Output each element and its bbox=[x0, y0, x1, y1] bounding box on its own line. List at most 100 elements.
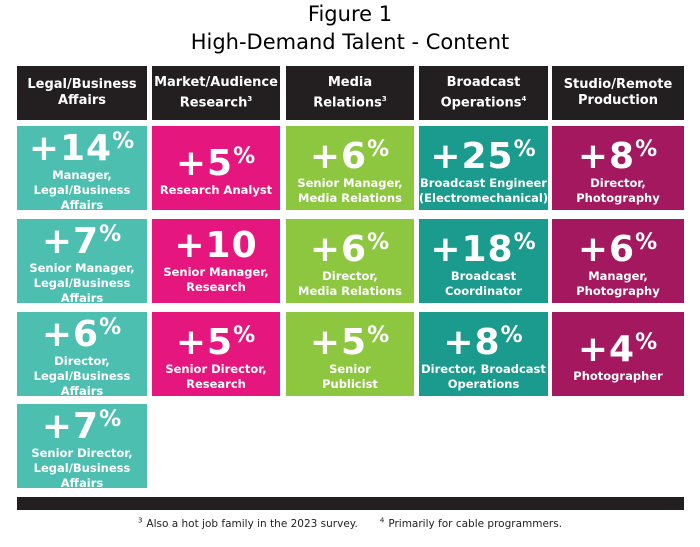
tile: +4% Photographer bbox=[552, 312, 684, 396]
label-line: Director, bbox=[322, 268, 378, 283]
label-line: Media Relations bbox=[298, 283, 402, 298]
tile: +5% Research Analyst bbox=[152, 126, 280, 210]
value-text: +14 bbox=[28, 128, 113, 169]
label-line: Broadcast bbox=[450, 268, 517, 283]
tile-label: Director, Broadcast Operations bbox=[421, 362, 546, 392]
footnote-text: Primarily for cable programmers. bbox=[388, 517, 563, 530]
footnote-text: Also a hot job family in the 2023 survey… bbox=[146, 517, 358, 530]
value-unit: % bbox=[635, 136, 659, 162]
label-line: Senior bbox=[329, 361, 371, 376]
column-header: Broadcast Operations4 bbox=[419, 66, 548, 120]
value-unit: % bbox=[500, 322, 524, 348]
tile-value: +6% bbox=[578, 224, 658, 269]
value-unit: % bbox=[367, 322, 391, 348]
label-line: Senior Director, bbox=[165, 361, 267, 376]
value-text: +6 bbox=[41, 314, 100, 355]
value-unit: % bbox=[513, 229, 537, 255]
label-line: Research bbox=[186, 280, 246, 294]
tile-label: Manager, Photography bbox=[576, 269, 660, 299]
tile-value: +18% bbox=[430, 224, 536, 269]
header-line: Research3 bbox=[180, 91, 252, 111]
tile: +7% Senior Director, Legal/Business Affair… bbox=[17, 401, 147, 491]
tile: +6% Director, Legal/Business Affairs bbox=[17, 309, 147, 399]
tile-value: +6% bbox=[310, 131, 390, 176]
tile-value: +5% bbox=[310, 317, 390, 362]
column-header: Market/Audience Research3 bbox=[152, 66, 280, 120]
value-unit: % bbox=[233, 322, 257, 348]
value-text: +10 bbox=[174, 225, 258, 266]
header-line: Relations3 bbox=[313, 91, 387, 111]
note-marker: 4 bbox=[521, 94, 527, 103]
header-text: Legal/Business bbox=[27, 77, 137, 92]
footnote-marker: 3 bbox=[137, 516, 143, 524]
tile: +8% Director, Photography bbox=[552, 126, 684, 210]
tile-label: Senior Publicist bbox=[322, 362, 378, 392]
tile-label: Broadcast Coordinator bbox=[445, 269, 522, 299]
tile-label: Research Analyst bbox=[160, 183, 272, 198]
tile-label: Photographer bbox=[573, 369, 662, 384]
header-line: Market/Audience bbox=[154, 75, 278, 91]
header-text: Relations bbox=[313, 95, 382, 111]
tile-value: +4% bbox=[578, 324, 658, 369]
note-marker: 3 bbox=[381, 94, 387, 103]
tile: +5% Senior Publicist bbox=[286, 312, 414, 396]
tile-label: Manager, Legal/Business Affairs bbox=[17, 168, 147, 213]
footnote: 3 Also a hot job family in the 2023 surve… bbox=[137, 516, 358, 530]
tile-value: +7% bbox=[42, 401, 122, 446]
tile: +7% Senior Manager, Legal/Business Affairs bbox=[17, 216, 147, 306]
footnote: 4 Primarily for cable programmers. bbox=[380, 516, 563, 530]
label-line: Coordinator bbox=[444, 283, 523, 298]
header-text: Broadcast bbox=[446, 74, 521, 90]
header-text: Affairs bbox=[58, 93, 106, 108]
value-text: +5 bbox=[175, 321, 234, 363]
note-marker: 3 bbox=[247, 94, 253, 103]
header-line: Legal/Business bbox=[27, 77, 136, 93]
label-line: Legal/Business Affairs bbox=[33, 461, 131, 490]
value-text: +25 bbox=[430, 135, 514, 177]
tile: +25% Broadcast Engineer (Electromechanical… bbox=[419, 126, 548, 210]
footnotes: 3 Also a hot job family in the 2023 surve… bbox=[0, 516, 700, 530]
value-unit: % bbox=[233, 144, 257, 169]
tile-label: Senior Director, Legal/Business Affairs bbox=[17, 446, 147, 491]
tile-value: +7% bbox=[42, 216, 122, 261]
label-line: Operations bbox=[447, 376, 520, 391]
tile-value: +6% bbox=[42, 309, 122, 354]
value-text: +4 bbox=[577, 329, 636, 370]
tile-label: Senior Director, Research bbox=[165, 362, 266, 392]
tile-label: Senior Manager, Media Relations bbox=[297, 176, 402, 206]
label-line: Director, bbox=[590, 175, 646, 190]
tile-value: +5% bbox=[176, 317, 256, 362]
label-line: Legal/Business Affairs bbox=[33, 276, 131, 305]
tile-value: +5% bbox=[176, 138, 256, 183]
tile: +6% Director, Media Relations bbox=[286, 219, 414, 303]
header-text: Production bbox=[578, 93, 658, 108]
header-line: Broadcast bbox=[447, 75, 521, 91]
tile-label: Director, Media Relations bbox=[298, 269, 402, 299]
tile-label: Director, Legal/Business Affairs bbox=[17, 354, 147, 399]
label-line: Photographer bbox=[573, 369, 663, 383]
label-line: Publicist bbox=[322, 376, 378, 391]
label-line: Manager, bbox=[52, 168, 112, 182]
label-line: Legal/Business Affairs bbox=[33, 369, 131, 398]
value-unit: % bbox=[112, 129, 136, 154]
tile-value: +8% bbox=[443, 317, 523, 362]
label-line: Director, Broadcast bbox=[421, 361, 546, 376]
tile: +10 Senior Manager, Research bbox=[152, 219, 280, 303]
label-line: Senior Director, bbox=[31, 446, 133, 460]
label-line: Director, bbox=[54, 354, 110, 368]
value-text: +7 bbox=[41, 406, 100, 447]
figure-subtitle: High-Demand Talent - Content bbox=[190, 30, 510, 54]
tile: +6% Senior Manager, Media Relations bbox=[286, 126, 414, 210]
label-line: Manager, bbox=[588, 268, 648, 283]
tile-label: Senior Manager, Legal/Business Affairs bbox=[17, 261, 147, 306]
label-line: Research bbox=[186, 376, 246, 391]
footer-bar bbox=[17, 497, 684, 510]
column-header: Studio/Remote Production bbox=[552, 66, 684, 120]
value-text: +8 bbox=[443, 321, 501, 363]
label-line: Senior Manager, bbox=[163, 265, 269, 279]
tile: +5% Senior Director, Research bbox=[152, 312, 280, 396]
value-text: +18 bbox=[430, 228, 514, 270]
value-unit: % bbox=[99, 222, 123, 247]
value-unit: % bbox=[367, 136, 391, 162]
